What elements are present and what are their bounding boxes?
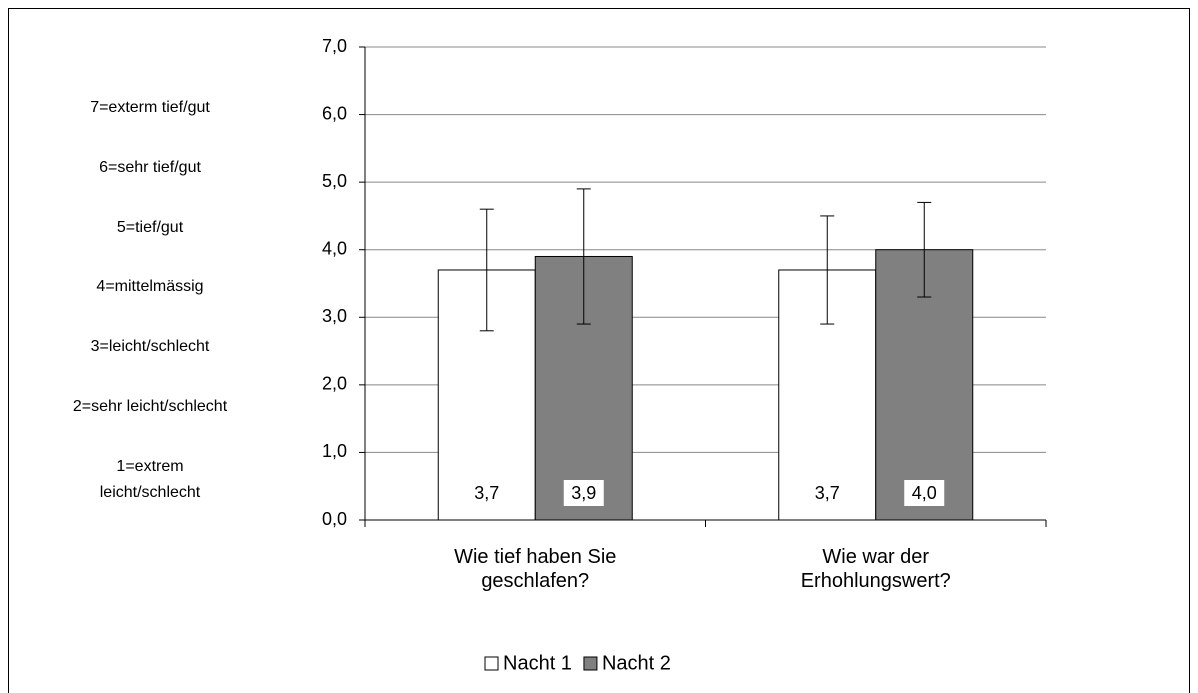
- annotation: 6=sehr tief/gut: [99, 158, 201, 176]
- y-tick-label: 7,0: [322, 36, 347, 56]
- annotation: 7=exterm tief/gut: [90, 99, 210, 116]
- y-tick-label: 3,0: [322, 306, 347, 326]
- y-tick-label: 0,0: [322, 509, 347, 529]
- y-tick-label: 4,0: [322, 238, 347, 258]
- frame: [8, 8, 1190, 693]
- value-label: 4,0: [912, 483, 937, 503]
- value-label-bg: [563, 480, 604, 506]
- annotation: 1=extrem leicht/schlecht: [99, 457, 201, 501]
- legend-swatch: [583, 656, 598, 671]
- value-label: 3,7: [474, 483, 499, 503]
- value-label: 3,7: [815, 483, 840, 503]
- annotation: 3=leicht/schlecht: [90, 338, 210, 356]
- legend-label: Nacht 1: [503, 652, 572, 674]
- y-tick-label: 1,0: [322, 441, 347, 461]
- annotation: 5=tief/gut: [116, 218, 184, 236]
- value-label-bg: [904, 480, 945, 506]
- annotation: 4=mittelmässig: [96, 278, 204, 296]
- x-tick-label: Wie tief haben Sie geschlafen?: [454, 546, 617, 592]
- legend-label: Nacht 2: [602, 652, 671, 674]
- annotation: 2=sehr leicht/schlecht: [72, 398, 228, 415]
- y-tick-label: 5,0: [322, 171, 347, 191]
- y-tick-label: 6,0: [322, 103, 347, 123]
- y-tick-label: 2,0: [322, 374, 347, 394]
- x-tick-label: Wie war der Erhohlungswert?: [800, 546, 951, 592]
- legend-swatch: [484, 656, 499, 671]
- value-label: 3,9: [571, 483, 596, 503]
